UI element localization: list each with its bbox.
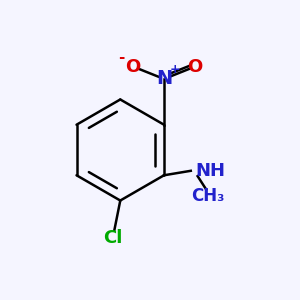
Text: O: O	[188, 58, 203, 76]
Text: +: +	[170, 63, 181, 76]
Text: -: -	[118, 50, 125, 65]
Text: CH₃: CH₃	[191, 187, 224, 205]
Text: N: N	[156, 69, 172, 88]
Text: Cl: Cl	[103, 229, 122, 247]
Text: NH: NH	[195, 162, 225, 180]
Text: O: O	[125, 58, 140, 76]
